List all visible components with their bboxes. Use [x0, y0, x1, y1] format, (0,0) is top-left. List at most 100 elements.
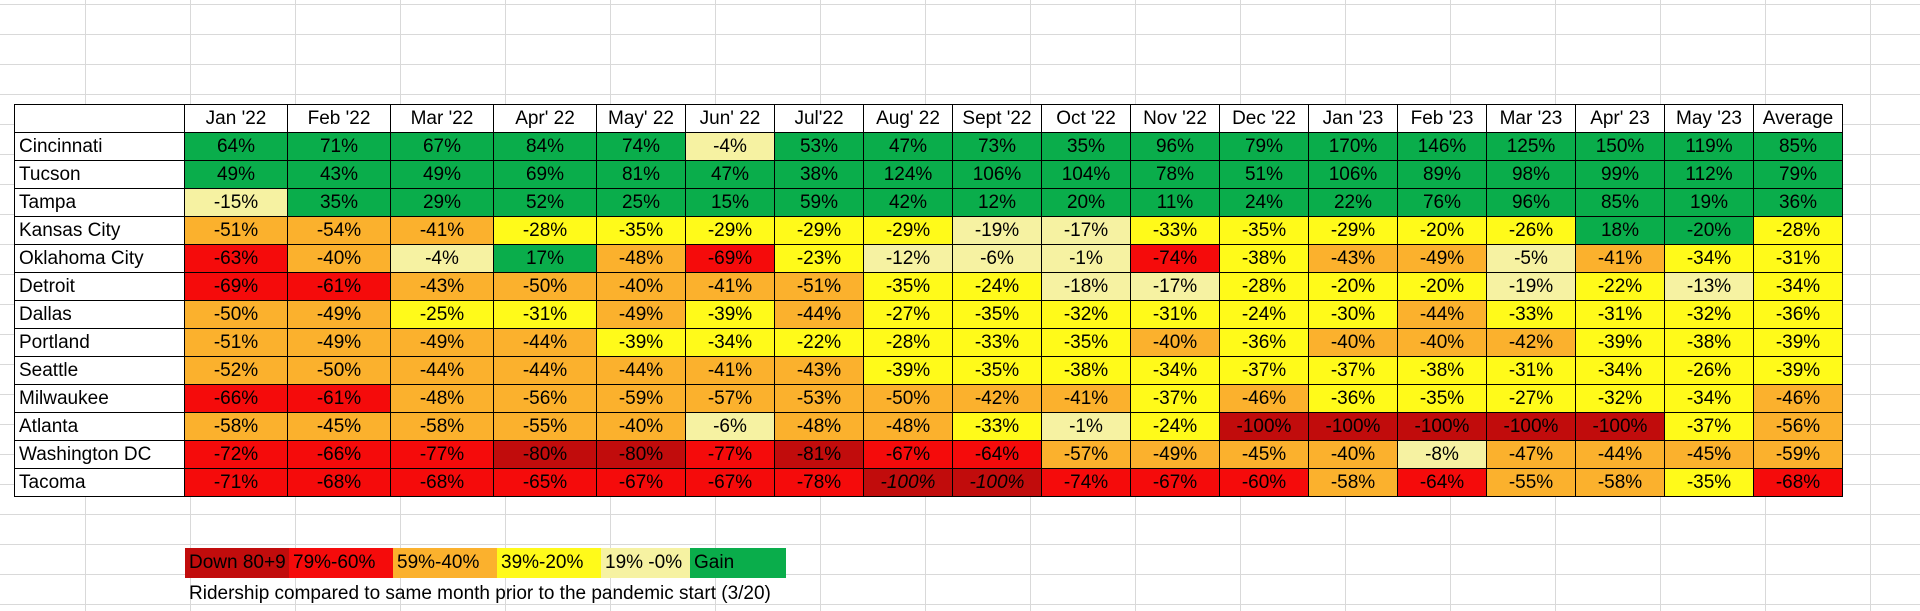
value-cell[interactable]: -59%	[1753, 440, 1843, 469]
value-cell[interactable]: -29%	[1308, 216, 1398, 245]
value-cell[interactable]: -27%	[1486, 384, 1576, 413]
value-cell[interactable]: 104%	[1041, 160, 1131, 189]
city-cell[interactable]: Tacoma	[14, 468, 185, 497]
value-cell[interactable]: -44%	[1575, 440, 1665, 469]
value-cell[interactable]: -80%	[596, 440, 686, 469]
column-header-cell[interactable]: Aug' 22	[863, 104, 953, 133]
value-cell[interactable]: 67%	[390, 132, 494, 161]
value-cell[interactable]: -46%	[1219, 384, 1309, 413]
city-cell[interactable]: Oklahoma City	[14, 244, 185, 273]
legend-swatch[interactable]: Down 80+9	[185, 548, 289, 578]
value-cell[interactable]: 18%	[1575, 216, 1665, 245]
value-cell[interactable]: -6%	[952, 244, 1042, 273]
value-cell[interactable]: -41%	[1041, 384, 1131, 413]
value-cell[interactable]: 71%	[287, 132, 391, 161]
value-cell[interactable]: -39%	[863, 356, 953, 385]
city-cell[interactable]: Tucson	[14, 160, 185, 189]
value-cell[interactable]: -41%	[1575, 244, 1665, 273]
value-cell[interactable]: -35%	[1219, 216, 1309, 245]
value-cell[interactable]: -19%	[1486, 272, 1576, 301]
value-cell[interactable]: 38%	[774, 160, 864, 189]
value-cell[interactable]: -5%	[1486, 244, 1576, 273]
value-cell[interactable]: -26%	[1486, 216, 1576, 245]
value-cell[interactable]: 85%	[1575, 188, 1665, 217]
value-cell[interactable]: -37%	[1130, 384, 1220, 413]
value-cell[interactable]: -81%	[774, 440, 864, 469]
column-header-cell[interactable]: Jul'22	[774, 104, 864, 133]
value-cell[interactable]: -66%	[184, 384, 288, 413]
value-cell[interactable]: -67%	[685, 468, 775, 497]
value-cell[interactable]: -49%	[1130, 440, 1220, 469]
value-cell[interactable]: -35%	[952, 300, 1042, 329]
value-cell[interactable]: -40%	[596, 412, 686, 441]
value-cell[interactable]: -39%	[685, 300, 775, 329]
value-cell[interactable]: -36%	[1308, 384, 1398, 413]
city-cell[interactable]: Tampa	[14, 188, 185, 217]
value-cell[interactable]: 79%	[1753, 160, 1843, 189]
value-cell[interactable]: -12%	[863, 244, 953, 273]
value-cell[interactable]: -51%	[184, 328, 288, 357]
value-cell[interactable]: -42%	[952, 384, 1042, 413]
column-header-cell[interactable]: May' 22	[596, 104, 686, 133]
value-cell[interactable]: -44%	[493, 328, 597, 357]
value-cell[interactable]: -68%	[390, 468, 494, 497]
value-cell[interactable]: -18%	[1041, 272, 1131, 301]
value-cell[interactable]: -45%	[287, 412, 391, 441]
value-cell[interactable]: -26%	[1664, 356, 1754, 385]
value-cell[interactable]: 69%	[493, 160, 597, 189]
value-cell[interactable]: 112%	[1664, 160, 1754, 189]
value-cell[interactable]: 35%	[287, 188, 391, 217]
value-cell[interactable]: 19%	[1664, 188, 1754, 217]
value-cell[interactable]: -38%	[1219, 244, 1309, 273]
value-cell[interactable]: -64%	[952, 440, 1042, 469]
value-cell[interactable]: -54%	[287, 216, 391, 245]
value-cell[interactable]: -34%	[1575, 356, 1665, 385]
value-cell[interactable]: 99%	[1575, 160, 1665, 189]
value-cell[interactable]: -33%	[1130, 216, 1220, 245]
value-cell[interactable]: -65%	[493, 468, 597, 497]
value-cell[interactable]: -23%	[774, 244, 864, 273]
value-cell[interactable]: -44%	[774, 300, 864, 329]
value-cell[interactable]: -27%	[863, 300, 953, 329]
column-header-cell[interactable]: Jun' 22	[685, 104, 775, 133]
value-cell[interactable]: -43%	[774, 356, 864, 385]
value-cell[interactable]: -35%	[1397, 384, 1487, 413]
value-cell[interactable]: -39%	[596, 328, 686, 357]
city-cell[interactable]: Seattle	[14, 356, 185, 385]
value-cell[interactable]: -74%	[1041, 468, 1131, 497]
value-cell[interactable]: -39%	[1753, 356, 1843, 385]
value-cell[interactable]: -34%	[1664, 244, 1754, 273]
value-cell[interactable]: -48%	[863, 412, 953, 441]
value-cell[interactable]: -34%	[1664, 384, 1754, 413]
value-cell[interactable]: -17%	[1130, 272, 1220, 301]
city-cell[interactable]: Detroit	[14, 272, 185, 301]
value-cell[interactable]: 11%	[1130, 188, 1220, 217]
value-cell[interactable]: 25%	[596, 188, 686, 217]
value-cell[interactable]: -67%	[596, 468, 686, 497]
city-cell[interactable]: Portland	[14, 328, 185, 357]
value-cell[interactable]: -31%	[1486, 356, 1576, 385]
value-cell[interactable]: -50%	[287, 356, 391, 385]
value-cell[interactable]: -31%	[1575, 300, 1665, 329]
value-cell[interactable]: -51%	[184, 216, 288, 245]
value-cell[interactable]: -68%	[1753, 468, 1843, 497]
value-cell[interactable]: -57%	[1041, 440, 1131, 469]
value-cell[interactable]: -20%	[1397, 272, 1487, 301]
value-cell[interactable]: 47%	[863, 132, 953, 161]
value-cell[interactable]: -8%	[1397, 440, 1487, 469]
value-cell[interactable]: 52%	[493, 188, 597, 217]
value-cell[interactable]: -31%	[1130, 300, 1220, 329]
value-cell[interactable]: -56%	[493, 384, 597, 413]
value-cell[interactable]: -41%	[685, 356, 775, 385]
value-cell[interactable]: 85%	[1753, 132, 1843, 161]
value-cell[interactable]: -45%	[1219, 440, 1309, 469]
value-cell[interactable]: -4%	[390, 244, 494, 273]
value-cell[interactable]: -41%	[390, 216, 494, 245]
value-cell[interactable]: -61%	[287, 272, 391, 301]
value-cell[interactable]: -63%	[184, 244, 288, 273]
value-cell[interactable]: -40%	[1130, 328, 1220, 357]
value-cell[interactable]: -77%	[390, 440, 494, 469]
legend-swatch[interactable]: 79%-60%	[289, 548, 393, 578]
value-cell[interactable]: -52%	[184, 356, 288, 385]
value-cell[interactable]: 64%	[184, 132, 288, 161]
